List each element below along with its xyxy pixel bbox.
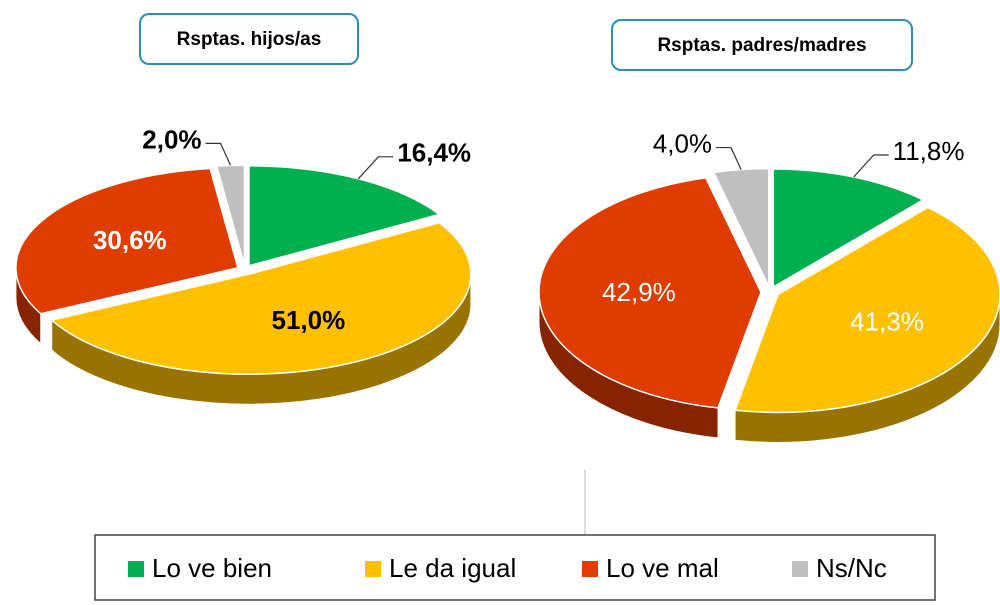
data-label: 2,0% — [142, 124, 201, 154]
data-label: 51,0% — [272, 305, 346, 335]
slice — [772, 168, 925, 289]
leader-line — [357, 156, 394, 180]
legend-label: Le da igual — [389, 553, 516, 583]
slice — [15, 167, 239, 315]
data-label: 11,8% — [893, 136, 965, 166]
legend-label: Lo ve mal — [606, 553, 719, 583]
data-label: 30,6% — [93, 225, 167, 255]
slice — [248, 165, 441, 267]
legend-swatch — [128, 561, 144, 577]
slice — [734, 206, 1000, 414]
legend-label: Ns/Nc — [816, 553, 887, 583]
legend-swatch — [365, 561, 381, 577]
slice — [712, 167, 770, 287]
legend-label: Lo ve bien — [152, 553, 272, 583]
chart-title: Rsptas. hijos/as — [177, 29, 322, 50]
chart-title: Rsptas. padres/madres — [657, 35, 866, 56]
data-label: 42,9% — [602, 277, 676, 307]
data-label: 41,3% — [850, 307, 924, 337]
slice — [538, 177, 762, 409]
slice — [50, 221, 472, 375]
legend-swatch — [792, 561, 808, 577]
leader-line — [716, 146, 742, 170]
data-label: 4,0% — [653, 128, 712, 158]
title-box — [139, 13, 359, 65]
leader-line — [853, 154, 889, 178]
legend-swatch — [582, 561, 598, 577]
title-box — [611, 19, 913, 71]
data-label: 16,4% — [397, 138, 471, 168]
leader-line — [205, 142, 232, 166]
